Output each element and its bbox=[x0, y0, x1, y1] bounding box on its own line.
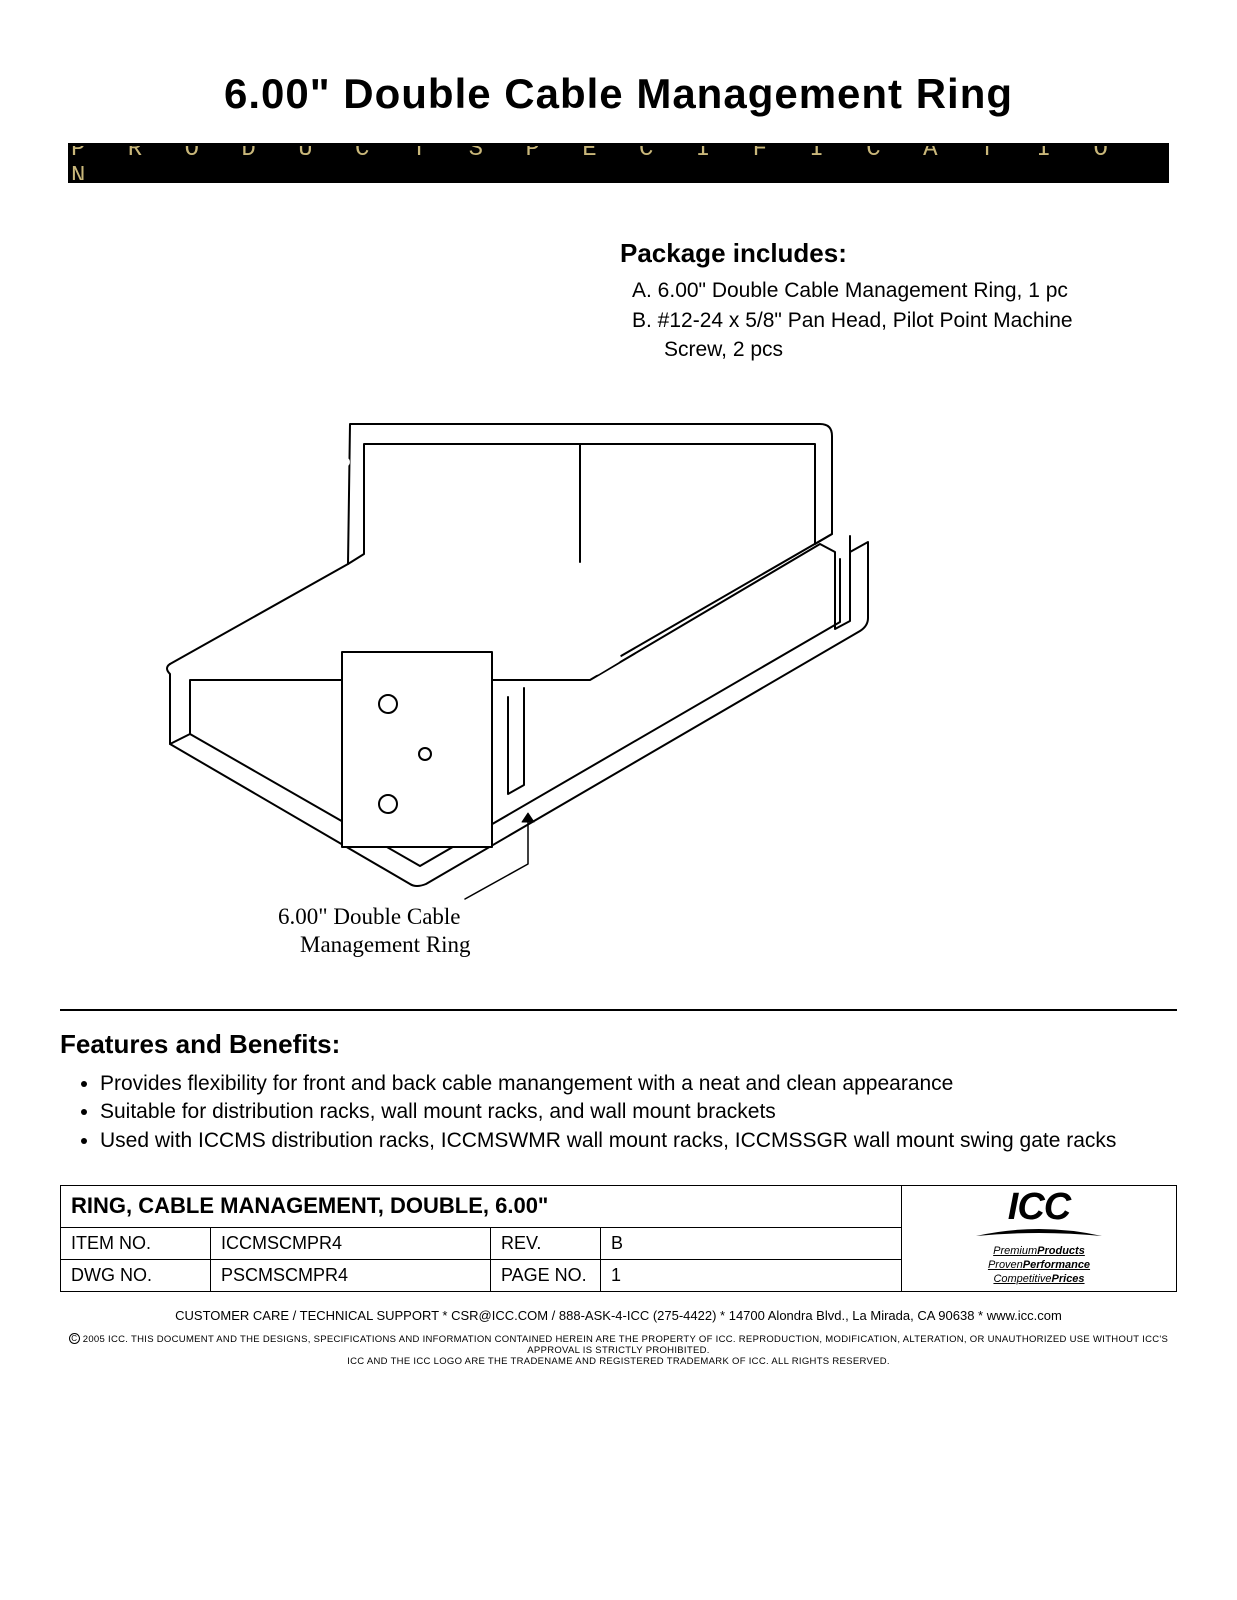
spec-value: ICCMSCMPR4 bbox=[211, 1227, 491, 1259]
spec-banner: P R O D U C T S P E C I F I C A T I O N bbox=[68, 143, 1169, 183]
feature-bullet: Used with ICCMS distribution racks, ICCM… bbox=[100, 1127, 1177, 1155]
feature-bullet: Suitable for distribution racks, wall mo… bbox=[100, 1098, 1177, 1126]
spec-label: DWG NO. bbox=[61, 1259, 211, 1291]
legal-text: C 2005 ICC. THIS DOCUMENT AND THE DESIGN… bbox=[60, 1333, 1177, 1367]
contact-line: CUSTOMER CARE / TECHNICAL SUPPORT * CSR@… bbox=[60, 1308, 1177, 1323]
feature-bullet: Provides flexibility for front and back … bbox=[100, 1070, 1177, 1098]
swoosh-icon bbox=[974, 1226, 1104, 1240]
spec-label: ITEM NO. bbox=[61, 1227, 211, 1259]
features-section: Features and Benefits: Provides flexibil… bbox=[60, 1029, 1177, 1155]
spec-title: RING, CABLE MANAGEMENT, DOUBLE, 6.00" bbox=[61, 1186, 902, 1228]
spec-label: REV. bbox=[491, 1227, 601, 1259]
spec-value: PSCMSCMPR4 bbox=[211, 1259, 491, 1291]
brand-cell: ICC PremiumProducts ProvenPerformance Co… bbox=[902, 1186, 1177, 1291]
copyright-icon: C bbox=[69, 1333, 80, 1344]
spec-label: PAGE NO. bbox=[491, 1259, 601, 1291]
page-title: 6.00" Double Cable Management Ring bbox=[60, 70, 1177, 118]
package-item: B. #12-24 x 5/8" Pan Head, Pilot Point M… bbox=[632, 307, 1100, 364]
spec-value: B bbox=[601, 1227, 902, 1259]
spec-value: 1 bbox=[601, 1259, 902, 1291]
spec-table: RING, CABLE MANAGEMENT, DOUBLE, 6.00" IC… bbox=[60, 1185, 1177, 1291]
package-heading: Package includes: bbox=[620, 238, 1100, 269]
package-item: A. 6.00" Double Cable Management Ring, 1… bbox=[632, 277, 1100, 305]
spec-banner-text: P R O D U C T S P E C I F I C A T I O N bbox=[71, 143, 1166, 183]
features-heading: Features and Benefits: bbox=[60, 1029, 1177, 1060]
section-divider bbox=[60, 1009, 1177, 1011]
package-section: Package includes: A. 6.00" Double Cable … bbox=[620, 238, 1100, 364]
brand-logo: ICC bbox=[912, 1190, 1166, 1224]
diagram-label: 6.00" Double Cable Management Ring bbox=[278, 904, 471, 957]
product-diagram: 6.00" Double Cable Management Ring bbox=[60, 374, 1177, 979]
